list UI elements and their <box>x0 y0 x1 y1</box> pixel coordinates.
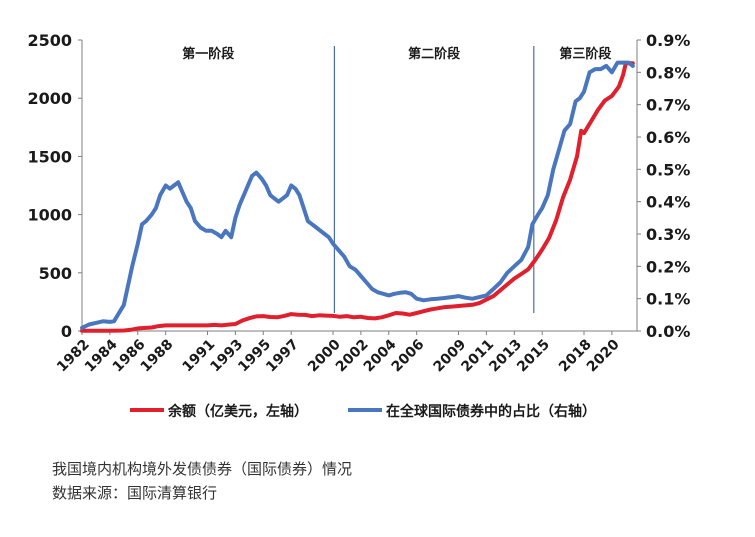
y-right-tick-label: 0.8% <box>646 63 690 82</box>
x-tick-label: 2015 <box>514 337 553 376</box>
y-right-tick-label: 0.6% <box>646 128 690 147</box>
series-line-2 <box>80 60 635 330</box>
y-left-tick-label: 2500 <box>27 31 72 50</box>
y-left-tick-label: 1500 <box>27 147 72 166</box>
y-left-tick-label: 500 <box>39 264 72 283</box>
x-tick-label: 1988 <box>138 337 177 376</box>
phase-label: 第一阶段 <box>182 46 234 62</box>
phase-label: 第三阶段 <box>559 46 611 62</box>
phase-label: 第二阶段 <box>408 46 460 62</box>
y-left-tick-label: 0 <box>61 322 72 341</box>
y-right-tick-label: 0.7% <box>646 96 690 115</box>
y-right-tick-label: 0.1% <box>646 290 690 309</box>
chart: 0 500 1000 1500 2000 2500 0.0% 0.1% 0.2% 0.3% 0.4%… <box>27 31 690 420</box>
caption-title: 我国境内机构境外发债债券（国际债券）情况 <box>52 460 353 478</box>
y-right-tick-label: 0.2% <box>646 257 690 276</box>
caption-source: 数据来源：国际清算银行 <box>52 484 218 502</box>
x-tick-label: 2020 <box>584 336 623 375</box>
legend-label-2: 在全球国际债券中的占比（右轴） <box>386 403 596 420</box>
y-right-tick-label: 0.5% <box>646 160 690 179</box>
x-tick-label: 2006 <box>389 337 428 376</box>
y-right-tick-label: 0.9% <box>646 31 690 50</box>
x-tick-label: 1997 <box>263 337 302 376</box>
legend-label-1: 余额（亿美元，左轴） <box>167 403 308 420</box>
y-right-tick-label: 0.4% <box>646 193 690 212</box>
y-left-tick-label: 1000 <box>27 206 72 225</box>
y-right-tick-label: 0.0% <box>646 322 690 341</box>
series-line-1 <box>80 61 635 333</box>
y-left-tick-label: 2000 <box>27 89 72 108</box>
y-right-tick-label: 0.3% <box>646 225 690 244</box>
